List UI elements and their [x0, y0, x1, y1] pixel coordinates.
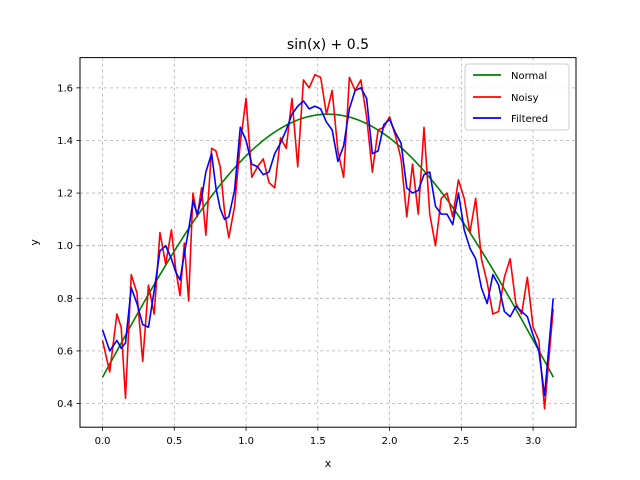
y-tick-label: 1.4 — [57, 136, 73, 147]
x-tick-label: 0.0 — [95, 436, 111, 447]
y-tick-label: 0.4 — [57, 399, 73, 410]
y-tick-label: 1.0 — [57, 241, 73, 252]
x-tick-label: 3.0 — [525, 436, 541, 447]
legend-label-normal: Normal — [511, 71, 547, 82]
y-tick-label: 1.2 — [57, 189, 73, 200]
x-tick-label: 0.5 — [166, 436, 182, 447]
series-line-filtered — [101, 87, 554, 397]
y-tick-label: 0.6 — [57, 346, 73, 357]
plot-frame — [79, 57, 577, 428]
legend-box — [464, 63, 570, 131]
series-line-noisy — [101, 73, 554, 410]
series-group — [101, 73, 555, 410]
y-tick-label: 0.8 — [57, 294, 73, 305]
y-tick-label: 1.6 — [57, 83, 73, 94]
grid — [80, 57, 576, 428]
y-axis-label: y — [28, 239, 41, 246]
x-axis-ticks: 0.0 0.5 1.0 1.5 2.0 2.5 3.0 — [95, 427, 541, 447]
y-axis-ticks: 0.4 0.6 0.8 1.0 1.2 1.4 1.6 — [57, 83, 80, 410]
x-tick-label: 1.0 — [238, 436, 254, 447]
legend-label-noisy: Noisy — [511, 93, 539, 104]
x-tick-label: 1.5 — [310, 436, 326, 447]
x-axis-label: x — [325, 457, 332, 470]
chart-title: sin(x) + 0.5 — [287, 37, 369, 53]
x-tick-label: 2.0 — [382, 436, 398, 447]
legend: Normal Noisy Filtered — [464, 63, 570, 131]
x-tick-label: 2.5 — [453, 436, 469, 447]
legend-label-filtered: Filtered — [511, 114, 548, 125]
series-line-normal — [101, 113, 555, 378]
